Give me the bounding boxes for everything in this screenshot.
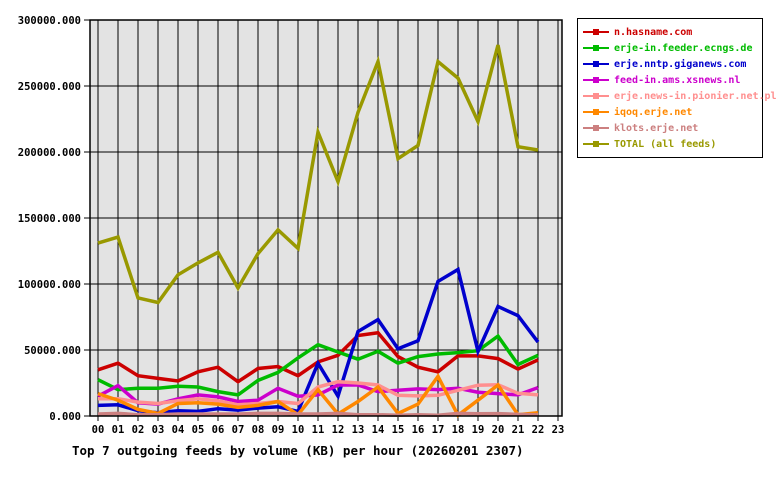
y-tick-label: 250000.000: [18, 81, 81, 93]
series-line-total-all-feeds-: [97, 44, 539, 305]
plot-border: [89, 19, 563, 417]
legend-line-marker-icon: [583, 29, 609, 35]
y-tick-label: 150000.000: [18, 213, 81, 225]
legend-item: feed-in.ams.xsnews.nl: [583, 72, 758, 88]
legend-line-marker-icon: [583, 141, 609, 147]
legend-item: erje-in.feeder.ecngs.de: [583, 40, 758, 56]
series-line-iqoq-erje-net: [97, 373, 539, 418]
series-line-erje-nntp-giganews-com: [97, 266, 540, 415]
x-tick-label: 22: [532, 424, 545, 436]
x-tick-label: 04: [172, 424, 185, 436]
x-tick-label: 10: [292, 424, 305, 436]
x-tick-label: 21: [512, 424, 525, 436]
legend-label: feed-in.ams.xsnews.nl: [614, 74, 741, 86]
legend-item: TOTAL (all feeds): [583, 136, 758, 152]
x-tick-label: 19: [472, 424, 485, 436]
x-tick-label: 11: [312, 424, 325, 436]
x-tick-label: 03: [152, 424, 165, 436]
x-tick-label: 13: [352, 424, 365, 436]
x-tick-label: 05: [192, 424, 205, 436]
x-tick-label: 01: [112, 424, 125, 436]
legend-label: erje-in.feeder.ecngs.de: [614, 42, 753, 54]
x-tick-label: 18: [452, 424, 465, 436]
x-tick-label: 14: [372, 424, 385, 436]
series-line-klots-erje-net: [97, 411, 539, 418]
legend-label: TOTAL (all feeds): [614, 138, 717, 150]
x-tick-label: 15: [392, 424, 405, 436]
legend-item: erje.nntp.giganews.com: [583, 56, 758, 72]
legend-label: iqoq.erje.net: [614, 106, 693, 118]
legend-item: n.hasname.com: [583, 24, 758, 40]
legend-line-marker-icon: [583, 93, 609, 99]
y-tick-label: 200000.000: [18, 147, 81, 159]
series-line-erje-in-feeder-ecngs-de: [97, 333, 539, 397]
legend-label: erje.news-in.pionier.net.pl: [614, 90, 777, 102]
legend-item: erje.news-in.pionier.net.pl: [583, 88, 777, 104]
x-tick-label: 12: [332, 424, 345, 436]
x-tick-label: 00: [92, 424, 105, 436]
legend-item: klots.erje.net: [583, 120, 758, 136]
x-tick-label: 07: [232, 424, 245, 436]
x-tick-label: 08: [252, 424, 265, 436]
x-tick-label: 02: [132, 424, 145, 436]
y-tick-label: 300000.000: [18, 15, 81, 27]
legend-label: klots.erje.net: [614, 122, 699, 134]
legend-line-marker-icon: [583, 109, 609, 115]
legend-line-marker-icon: [583, 77, 609, 83]
x-tick-label: 17: [432, 424, 445, 436]
x-tick-label: 06: [212, 424, 225, 436]
legend-line-marker-icon: [583, 45, 609, 51]
y-tick-label: 100000.000: [18, 279, 81, 291]
legend-line-marker-icon: [583, 61, 609, 67]
legend-label: erje.nntp.giganews.com: [614, 58, 747, 70]
legend-line-marker-icon: [583, 125, 609, 131]
x-tick-label: 20: [492, 424, 505, 436]
y-tick-label: 0.000: [49, 411, 81, 423]
x-tick-label: 09: [272, 424, 285, 436]
x-tick-label: 16: [412, 424, 425, 436]
legend-label: n.hasname.com: [614, 26, 693, 38]
x-tick-label: 23: [552, 424, 565, 436]
legend-item: iqoq.erje.net: [583, 104, 758, 120]
legend: n.hasname.com erje-in.feeder.ecngs.de erje…: [577, 18, 777, 158]
y-tick-label: 50000.000: [24, 345, 81, 357]
chart-title: Top 7 outgoing feeds by volume (KB) per …: [72, 443, 524, 458]
